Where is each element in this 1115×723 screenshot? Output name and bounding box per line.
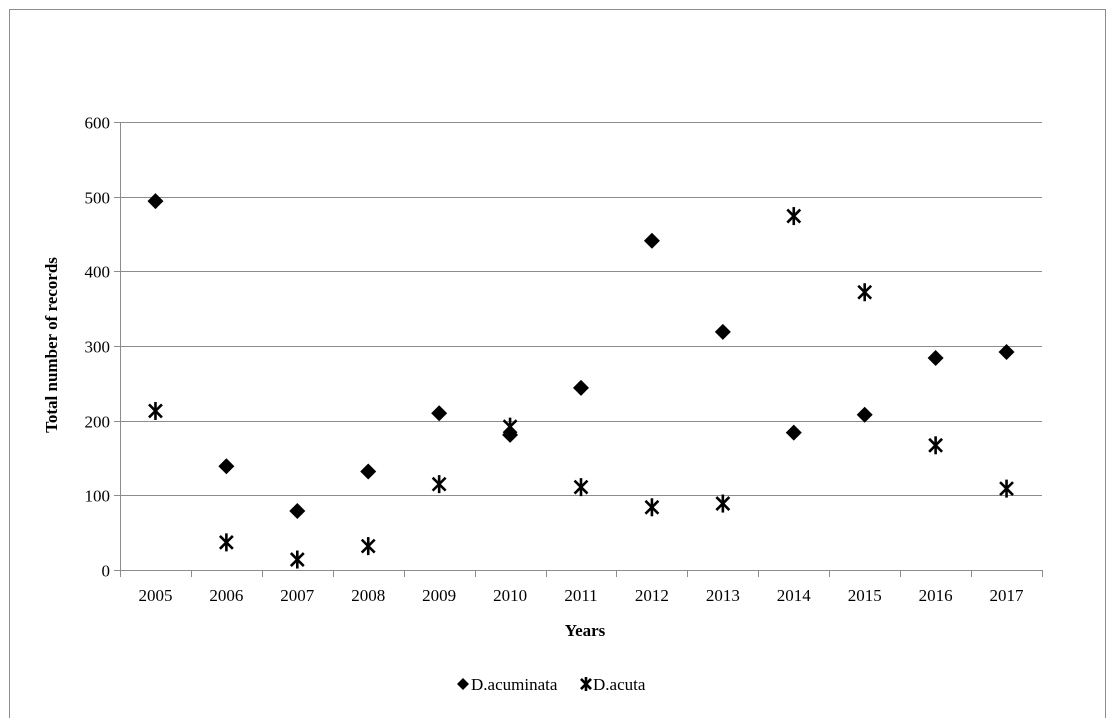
- y-tick-label: 200: [85, 413, 111, 432]
- point-d-acuminata-2009: [431, 405, 448, 422]
- chart-border: [9, 9, 1106, 722]
- point-d-acuminata-2011: [573, 379, 589, 396]
- legend-item-d-acuta: D.acuta: [580, 675, 646, 694]
- point-d-acuta-2012: [644, 498, 660, 517]
- x-tick-label: 2010: [493, 586, 527, 605]
- x-tick-label: 2015: [848, 586, 882, 605]
- y-axis-title: Total number of records: [42, 257, 61, 433]
- data-points: [147, 193, 1015, 569]
- legend-item-d-acuminata: D.acuminata: [457, 675, 558, 694]
- point-d-acuminata-2015: [856, 406, 873, 423]
- point-d-acuminata-2017: [998, 343, 1015, 360]
- y-tick-labels: 0 100 200 300 400 500 600: [85, 114, 111, 581]
- point-d-acuminata-2005: [147, 193, 164, 210]
- y-tick-label: 400: [85, 263, 111, 282]
- x-tick-label: 2005: [138, 586, 172, 605]
- point-d-acuminata-2006: [218, 458, 235, 475]
- point-d-acuta-2015: [857, 283, 873, 302]
- x-axis-title: Years: [565, 621, 606, 640]
- point-d-acuta-2014: [786, 207, 802, 226]
- point-d-acuta-2013: [715, 494, 731, 513]
- point-d-acuta-2005: [148, 401, 163, 420]
- point-d-acuminata-2008: [360, 463, 377, 480]
- point-d-acuminata-2014: [785, 424, 802, 441]
- gridlines: [120, 122, 1042, 496]
- point-d-acuminata-2016: [927, 349, 944, 366]
- axes: [114, 122, 1043, 577]
- x-tick-label: 2011: [564, 586, 597, 605]
- x-tick-label: 2006: [209, 586, 243, 605]
- point-d-acuminata-2012: [643, 232, 660, 249]
- y-tick-label: 500: [85, 189, 111, 208]
- x-tick-label: 2007: [280, 586, 315, 605]
- legend: D.acuminata D.acuta: [457, 675, 646, 694]
- y-tick-label: 0: [102, 562, 111, 581]
- point-d-acuta-2017: [999, 479, 1014, 498]
- point-d-acuta-2006: [218, 533, 234, 552]
- x-tick-label: 2009: [422, 586, 456, 605]
- x-tick-label: 2016: [919, 586, 953, 605]
- x-tick-label: 2012: [635, 586, 669, 605]
- point-d-acuta-2016: [928, 436, 944, 455]
- x-tick-label: 2008: [351, 586, 385, 605]
- legend-label: D.acuta: [593, 675, 646, 694]
- point-d-acuta-2007: [289, 550, 305, 569]
- y-tick-label: 300: [85, 338, 111, 357]
- y-tick-label: 100: [85, 487, 111, 506]
- x-tick-label: 2014: [777, 586, 812, 605]
- point-d-acuta-2010: [502, 417, 518, 436]
- x-tick-label: 2013: [706, 586, 740, 605]
- y-tick-label: 600: [85, 114, 111, 133]
- x-tick-label: 2017: [990, 586, 1025, 605]
- x-tick-labels: 2005 2006 2007 2008 2009 2010 2011 2012 2013 2014…: [138, 586, 1024, 605]
- point-d-acuminata-2013: [714, 323, 731, 340]
- point-d-acuta-2009: [431, 475, 447, 494]
- point-d-acuta-2008: [360, 537, 376, 556]
- point-d-acuta-2011: [573, 478, 589, 497]
- point-d-acuminata-2007: [289, 503, 306, 520]
- legend-label: D.acuminata: [471, 675, 558, 694]
- legend-marker-diamond: [457, 678, 469, 690]
- legend-marker-asterisk: [580, 677, 592, 691]
